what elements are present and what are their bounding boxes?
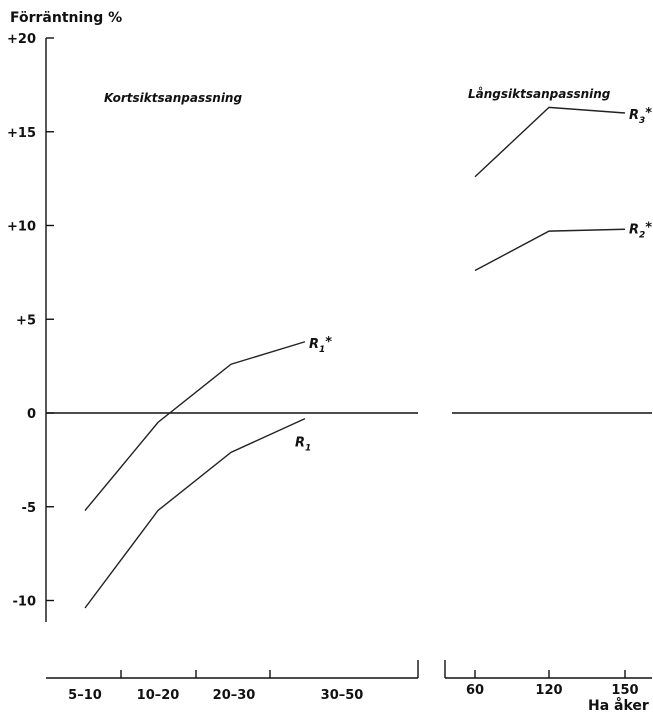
y-tick-label: -10	[13, 595, 37, 610]
x-tick-label: 30–50	[321, 688, 364, 703]
series-label: R3*	[629, 106, 652, 126]
x-tick-label: 150	[611, 683, 638, 698]
y-tick-label: +15	[7, 126, 36, 141]
y-tick-label: 0	[27, 407, 36, 422]
x-tick-label: 10–20	[137, 688, 180, 703]
panel-title-long-term: Långsiktsanpassning	[468, 87, 611, 101]
y-tick-label: -5	[22, 501, 36, 516]
x-axis-title: Ha åker	[588, 697, 649, 712]
series-line-r2-star	[474, 228, 626, 272]
series-line-r3-star	[474, 106, 626, 178]
x-tick-label: 5–10	[68, 688, 102, 703]
x-tick-label: 20–30	[213, 688, 256, 703]
y-tick-label: +20	[7, 32, 36, 47]
y-tick-label: +5	[16, 313, 36, 328]
series-label: R1	[295, 436, 311, 454]
y-axis-title: Förräntning %	[10, 10, 122, 26]
y-tick-label: +10	[7, 220, 36, 235]
series-label: R1*	[309, 335, 332, 355]
panel-title-short-term: Kortsiktsanpassning	[104, 91, 242, 105]
series-label: R2*	[629, 220, 652, 240]
series-group: R1* R1 R3* R2*	[84, 106, 652, 609]
series-line-r1	[84, 417, 306, 609]
series-line-r1-star	[84, 341, 306, 511]
x-tick-label: 120	[535, 683, 562, 698]
x-tick-label: 60	[466, 683, 484, 698]
y-ticks: +20 +15 +10 +5 0 -5 -10	[7, 32, 54, 610]
x-ticks: 5–10 10–20 20–30 30–50 60 120 150	[68, 660, 639, 703]
